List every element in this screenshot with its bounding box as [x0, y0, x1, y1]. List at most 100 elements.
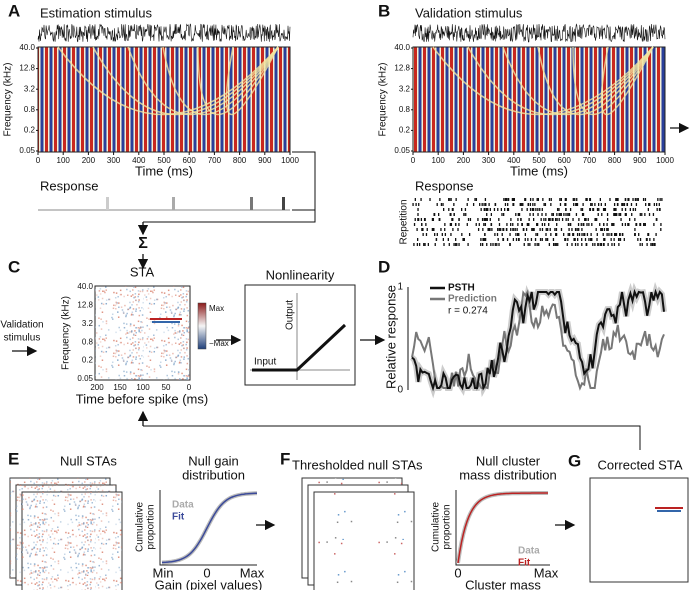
feedback-line: [143, 425, 641, 450]
spectrogram: [37, 46, 291, 153]
null-sta-noise: [22, 492, 122, 590]
panel-label: F: [280, 449, 290, 468]
legend-label: Fit: [518, 558, 531, 569]
chirp-arc: [537, 46, 654, 116]
y-axis-label: Cumulative: [135, 502, 146, 552]
chirp-arc: [600, 46, 654, 115]
legend-label: Data: [172, 500, 194, 511]
chirp-arc: [467, 46, 654, 116]
panel-label: E: [8, 449, 19, 468]
fit-curve: [161, 492, 257, 564]
response-spike: [106, 197, 109, 210]
panel-label: D: [378, 257, 390, 276]
x-tick-label: 0: [187, 383, 192, 392]
panel-title: Corrected STA: [597, 457, 682, 472]
panel-label: A: [8, 1, 20, 20]
y-axis-label: Frequency (kHz): [378, 63, 389, 137]
y-tick-label: 12.8: [394, 64, 410, 73]
input-label: stimulus: [4, 333, 41, 344]
panel-label: B: [378, 1, 390, 20]
x-axis-label: Time (ms): [135, 163, 193, 178]
x-tick-label: 200: [90, 383, 104, 392]
response-spike: [172, 197, 175, 210]
response-spike: [250, 197, 253, 210]
panel-title: Estimation stimulus: [40, 5, 152, 20]
y-tick-label: 3.2: [399, 84, 411, 93]
y-axis-label: proportion: [442, 504, 453, 549]
y-tick-label: 3.2: [82, 319, 94, 328]
stack-title: Thresholded null STAs: [292, 457, 423, 472]
legend-label: Fit: [172, 512, 185, 523]
y-axis-label: Cumulative: [431, 502, 442, 552]
x-tick-label: 700: [208, 156, 222, 165]
x-tick-label: 800: [608, 156, 622, 165]
waveform: [37, 23, 291, 43]
input-label: Validation: [0, 320, 43, 331]
sta-peak: [150, 318, 182, 320]
dist-title: Null cluster: [476, 453, 541, 468]
x-tick-label: 200: [82, 156, 96, 165]
y-tick-label: 0.2: [82, 356, 94, 365]
colorbar: [197, 302, 207, 350]
x-tick-label: 400: [132, 156, 146, 165]
colorbar-label: −Max: [209, 339, 229, 348]
y-axis-label: Frequency (kHz): [3, 63, 14, 137]
y-tick-label: 12.8: [19, 64, 35, 73]
x-tick-label: 50: [162, 383, 171, 392]
y-axis-label: Frequency (kHz): [61, 296, 72, 370]
legend-label: Prediction: [448, 294, 497, 305]
x-axis-label: Cluster mass: [465, 577, 541, 590]
y-tick-label: 40.0: [77, 282, 93, 291]
waveform: [412, 23, 666, 43]
dist-axes: [455, 490, 550, 566]
panel-title: Validation stimulus: [415, 5, 523, 20]
x-tick-label: 0: [454, 565, 461, 580]
x-tick-label: 0: [36, 156, 41, 165]
legend-label: PSTH: [448, 283, 475, 294]
fit-curve: [457, 492, 548, 564]
chirp-arc: [57, 46, 279, 116]
x-axis-label: Time (ms): [510, 163, 568, 178]
corrected-sta: [589, 477, 689, 583]
x-tick-label: 700: [583, 156, 597, 165]
x-tick-label: 100: [57, 156, 71, 165]
x-tick-label: 600: [558, 156, 572, 165]
stat-label: r = 0.274: [448, 306, 488, 317]
response-label: Response: [40, 178, 99, 193]
sum-symbol: Σ: [138, 235, 148, 252]
y-tick-label: 0.05: [394, 146, 410, 155]
y-tick-label: 40.0: [394, 43, 410, 52]
sta-noise: [95, 286, 190, 380]
x-tick-label: 1000: [281, 156, 299, 165]
y-axis-label: Relative response: [383, 285, 398, 389]
repetition-label: Repetition: [399, 199, 410, 244]
nonlinearity-title: Nonlinearity: [266, 267, 335, 282]
y-tick-label: 0.8: [24, 105, 36, 114]
nl-curve: [252, 323, 347, 372]
x-tick-label: 400: [507, 156, 521, 165]
chirp-arc: [162, 46, 279, 116]
x-tick-label: 200: [457, 156, 471, 165]
nl-input-label: Input: [254, 357, 276, 368]
y-tick-label: 0.8: [82, 337, 94, 346]
y-tick-label: 3.2: [24, 84, 36, 93]
dist-title: Null gain: [188, 453, 239, 468]
chirp-arc: [432, 46, 654, 116]
chirp-arc: [572, 46, 654, 115]
dist-title: mass distribution: [459, 467, 557, 482]
y-tick-label: 0.8: [399, 105, 411, 114]
response-label: Response: [415, 178, 474, 193]
sta-trough: [152, 321, 180, 323]
x-tick-label: Min: [153, 565, 174, 580]
response-trace: [411, 289, 665, 391]
x-tick-label: 1000: [656, 156, 674, 165]
y-tick-label: 0.2: [399, 126, 411, 135]
x-tick-label: Max: [534, 565, 559, 580]
x-axis-label: Time before spike (ms): [76, 391, 208, 406]
chirp-arc: [502, 46, 654, 116]
dist-title: distribution: [182, 467, 245, 482]
response-spike: [282, 197, 285, 210]
x-tick-label: 900: [633, 156, 647, 165]
y-axis-label: proportion: [146, 504, 157, 549]
